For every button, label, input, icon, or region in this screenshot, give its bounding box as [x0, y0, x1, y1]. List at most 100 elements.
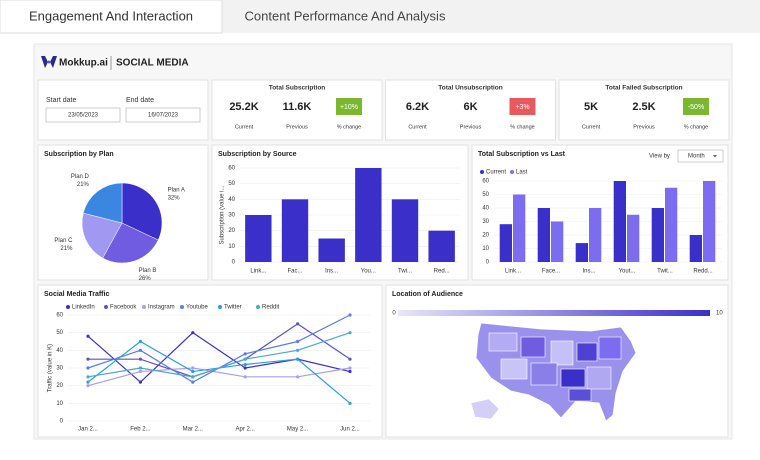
- legend-label: Facebook: [110, 305, 137, 311]
- start-label: Start date: [46, 97, 76, 104]
- point: [138, 339, 142, 344]
- y-axis-label: Subscription (value i...: [220, 185, 226, 244]
- y-tick-label: 0: [486, 260, 490, 266]
- state: [568, 388, 592, 402]
- end-label: End date: [126, 97, 154, 104]
- state: [598, 336, 622, 360]
- view-dropdown[interactable]: [677, 149, 724, 163]
- point: [348, 357, 352, 361]
- y-tick-label: 40: [482, 206, 489, 212]
- legend-dot: [256, 305, 260, 309]
- legend-label: Twitter: [224, 305, 242, 311]
- legend-dot: [218, 305, 222, 309]
- x-tick-label: Jun 2...: [340, 427, 360, 433]
- bar: [391, 199, 419, 262]
- point: [138, 357, 142, 361]
- point: [191, 366, 195, 370]
- point: [296, 339, 300, 344]
- y-tick-label: 40: [56, 348, 63, 354]
- view-value[interactable]: Month: [688, 154, 705, 160]
- bar: [575, 243, 588, 262]
- state: [550, 340, 574, 366]
- point: [138, 366, 142, 370]
- point: [138, 348, 142, 352]
- state: [560, 368, 586, 388]
- y-axis-label: Traffic (value in K): [48, 344, 54, 392]
- pie-slice: [81, 212, 123, 259]
- x-tick-label: Link...: [505, 269, 521, 275]
- x-tick-label: Link...: [250, 269, 266, 275]
- bar: [318, 238, 345, 262]
- x-tick-label: Feb 2...: [130, 427, 151, 433]
- slice-label: Plan A: [168, 188, 185, 194]
- legend-dot: [104, 305, 108, 309]
- tab[interactable]: Content Performance And Analysis: [245, 8, 446, 23]
- point: [348, 401, 352, 405]
- bar: [665, 187, 678, 262]
- y-tick-label: 10: [228, 244, 235, 250]
- point: [348, 369, 352, 374]
- bar: [689, 235, 702, 262]
- series-line: [87, 367, 351, 387]
- y-tick-label: 20: [482, 233, 489, 239]
- x-tick-label: Fac...: [287, 269, 302, 275]
- x-tick-label: Twi...: [398, 269, 412, 275]
- slice-value: 21%: [77, 182, 90, 188]
- slice-label: Plan D: [71, 174, 90, 180]
- tab[interactable]: Engagement And Interaction: [29, 8, 193, 23]
- point: [86, 384, 90, 388]
- y-tick-label: 30: [56, 366, 63, 372]
- bar: [513, 194, 526, 262]
- tab-active[interactable]: [0, 0, 223, 34]
- color-scale: [398, 310, 710, 316]
- kpi-previous: 2.5K: [632, 101, 655, 113]
- panel: [37, 284, 383, 438]
- point: [296, 322, 300, 326]
- bar: [551, 221, 564, 262]
- point: [243, 362, 247, 367]
- point: [348, 366, 352, 370]
- start-value[interactable]: 23/05/2023: [68, 113, 99, 119]
- kpi-previous: 11.6K: [283, 101, 312, 113]
- end-input[interactable]: [125, 107, 201, 123]
- x-tick-label: Red...: [434, 269, 450, 275]
- point: [86, 366, 90, 370]
- kpi-title: Total Subscription: [269, 85, 326, 92]
- y-tick-label: 40: [228, 197, 235, 203]
- kpi-label: Current: [235, 124, 254, 130]
- point: [243, 357, 247, 361]
- bar: [355, 168, 382, 262]
- legend-label: Current: [486, 170, 506, 176]
- y-tick-label: 20: [56, 383, 63, 389]
- point: [296, 357, 300, 361]
- kpi-label: % change: [510, 124, 534, 130]
- kpi-title: Total Unsubscription: [438, 85, 503, 92]
- slice-label: Plan B: [139, 268, 157, 274]
- point: [86, 334, 90, 338]
- point: [86, 375, 90, 379]
- scale-max: 10: [716, 311, 723, 317]
- y-tick-label: 20: [228, 228, 235, 234]
- bar: [627, 214, 640, 262]
- slice-value: 26%: [139, 276, 152, 282]
- chart-title: Subscription by Source: [218, 151, 297, 158]
- state: [586, 366, 612, 390]
- x-tick-label: Mar 2...: [183, 427, 204, 433]
- alaska: [470, 398, 500, 420]
- x-tick-label: Twit...: [657, 269, 673, 275]
- kpi-label: % change: [684, 124, 708, 130]
- legend-label: Youtube: [186, 305, 208, 311]
- end-value[interactable]: 16/07/2023: [148, 113, 179, 119]
- point: [243, 352, 247, 356]
- y-tick-label: 60: [482, 179, 489, 185]
- bar: [651, 208, 664, 262]
- x-tick-label: Ins...: [325, 269, 338, 275]
- x-tick-label: Ins...: [582, 269, 595, 275]
- chart-title: Location of Audience: [392, 291, 463, 298]
- start-input[interactable]: [45, 107, 121, 123]
- point: [86, 380, 90, 384]
- kpi-current: 6.2K: [406, 101, 429, 113]
- y-tick-label: 60: [56, 313, 63, 319]
